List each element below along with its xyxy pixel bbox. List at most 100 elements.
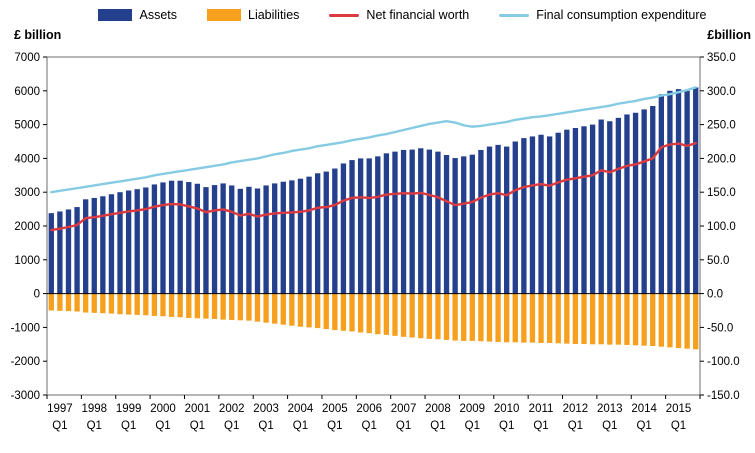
bar <box>658 94 664 294</box>
bar <box>461 293 467 341</box>
bar <box>478 293 484 342</box>
bar <box>375 293 381 335</box>
left-axis-title: £ billion <box>14 28 62 42</box>
bar <box>186 182 192 294</box>
legend-label: Liabilities <box>248 8 300 22</box>
bar <box>177 293 183 318</box>
y-right-tick-label: -50.0 <box>707 322 733 334</box>
bar <box>684 293 690 349</box>
bar <box>108 194 115 294</box>
legend-label: Assets <box>139 8 177 22</box>
bar <box>486 146 493 294</box>
bar <box>418 293 424 339</box>
x-tick-quarter-label: Q1 <box>155 420 170 432</box>
legend-item-liabilities: Liabilities <box>207 8 299 22</box>
final-consumption-expenditure-swatch-icon <box>499 13 530 17</box>
bar <box>375 156 381 294</box>
bar <box>57 293 63 311</box>
bar <box>117 293 123 315</box>
x-tick-quarter-label: Q1 <box>121 420 136 432</box>
y-right-tick-label: -100.0 <box>707 356 740 368</box>
bar <box>521 138 527 294</box>
bar <box>229 185 235 294</box>
x-tick-year-label: 2000 <box>150 403 176 415</box>
bar <box>168 180 175 294</box>
bar <box>581 126 587 294</box>
bar <box>426 149 433 294</box>
bar <box>357 158 364 294</box>
x-tick-quarter-label: Q1 <box>396 420 411 432</box>
x-tick-year-label: 2009 <box>460 403 486 415</box>
y-left-tick-label: 1000 <box>14 255 40 267</box>
bars-assets <box>48 87 699 294</box>
bar <box>117 192 123 294</box>
y-left-tick-label: 2000 <box>14 221 40 233</box>
bar <box>220 293 226 320</box>
bar <box>546 136 553 294</box>
right-axis-title: £billion <box>707 28 751 42</box>
bar <box>675 293 682 349</box>
legend-item-final-consumption-expenditure: Final consumption expenditure <box>499 8 707 22</box>
bar <box>65 209 72 294</box>
bar <box>607 121 613 294</box>
x-tick-year-label: 2002 <box>219 403 245 415</box>
net-financial-worth-swatch-icon <box>329 13 360 17</box>
x-tick-year-label: 2005 <box>322 403 348 415</box>
bar <box>143 293 149 316</box>
line-net-financial-worth <box>50 141 697 232</box>
x-tick-year-label: 2004 <box>288 403 314 415</box>
bar <box>572 293 579 344</box>
bar <box>314 173 321 294</box>
y-left-tick-label: 0 <box>34 289 40 301</box>
y-left-tick-label: -1000 <box>11 322 40 334</box>
bar <box>504 293 510 343</box>
bar <box>168 293 175 317</box>
bar <box>400 149 407 294</box>
x-tick-year-label: 2015 <box>666 403 692 415</box>
bar <box>546 293 553 343</box>
y-left-tick-label: -3000 <box>11 390 40 402</box>
bar <box>314 293 321 329</box>
legend-item-net-financial-worth: Net financial worth <box>329 8 469 22</box>
bar <box>478 149 484 294</box>
bar <box>667 90 673 294</box>
bar <box>254 293 261 322</box>
bar <box>48 213 54 294</box>
bar <box>409 149 415 294</box>
bar <box>332 168 338 294</box>
y-left-tick-label: 4000 <box>14 153 40 165</box>
bar <box>254 188 261 294</box>
bar <box>160 182 166 294</box>
bar <box>469 154 475 294</box>
bar <box>263 293 269 323</box>
bar <box>675 89 682 294</box>
bar <box>435 293 441 340</box>
bar <box>237 188 243 294</box>
bar <box>91 197 97 294</box>
bar <box>632 293 639 346</box>
legend-label: Net financial worth <box>366 8 470 22</box>
bar <box>74 207 80 294</box>
bar <box>100 196 106 294</box>
bar <box>272 293 278 324</box>
x-tick-quarter-label: Q1 <box>224 420 239 432</box>
bar <box>443 155 450 294</box>
bar <box>246 293 252 321</box>
bar <box>615 117 622 294</box>
bar <box>57 211 63 294</box>
x-tick-quarter-label: Q1 <box>293 420 308 432</box>
bar <box>504 146 510 294</box>
x-tick-quarter-label: Q1 <box>465 420 480 432</box>
bar <box>203 293 209 319</box>
bar <box>452 293 458 341</box>
bar <box>340 293 347 331</box>
bar <box>693 293 699 350</box>
bar <box>160 293 166 317</box>
bar <box>280 293 286 325</box>
bar <box>598 293 604 345</box>
x-tick-year-label: 2001 <box>185 403 211 415</box>
x-tick-quarter-label: Q1 <box>52 420 67 432</box>
bar <box>194 183 201 294</box>
